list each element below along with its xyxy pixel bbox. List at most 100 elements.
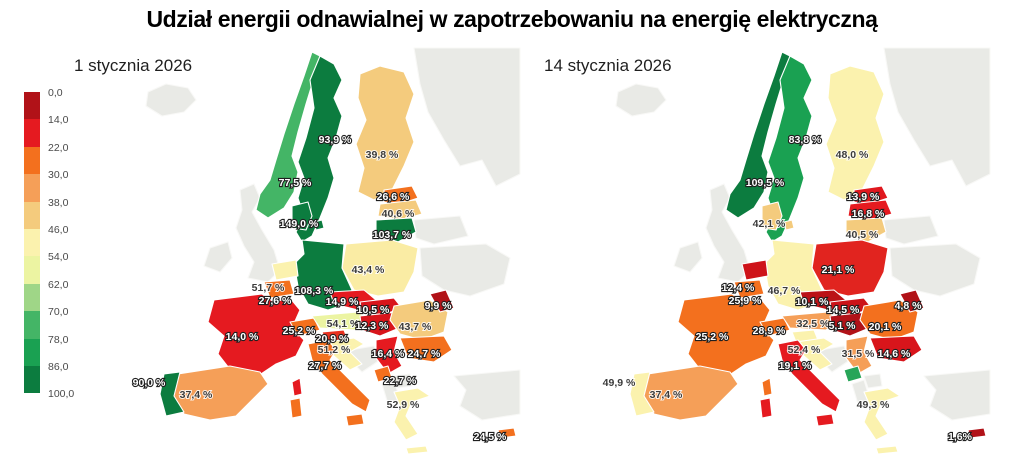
value-label-slovakia: 10,5 % (357, 304, 390, 316)
value-label-latvia: 16,8 % (852, 208, 885, 220)
country-serbia (375, 335, 403, 375)
europe-map-jan-1: 77,5 % 93,9 % 39,8 % 26,6 % 40,6 % 103,7 % 149… (132, 47, 521, 455)
country-switzerland (759, 317, 791, 337)
country-netherlands (741, 259, 769, 281)
value-label-cyprus: 1,6% (948, 431, 973, 443)
country-macedonia (393, 373, 413, 389)
europe-map-jan-14: 109,5 % 83,8 % 48,0 % 13,9 % 16,8 % 40,5 % 42,… (602, 47, 991, 455)
value-label-denmark: 149,0 % (280, 218, 319, 230)
page-title: Udział energii odnawialnej w zapotrzebow… (146, 6, 878, 32)
value-label-netherlands: 12,4 % (722, 282, 755, 294)
legend-tick: 86,0 (48, 361, 69, 373)
value-label-bulgaria: 24,7 % (408, 348, 441, 360)
value-label-sweden: 83,8 % (789, 134, 822, 146)
country-crete (875, 445, 899, 455)
value-label-france: 14,0 % (226, 331, 259, 343)
country-ireland (203, 241, 233, 273)
legend-swatch (24, 366, 40, 394)
country-iceland (615, 83, 667, 117)
country-poland (341, 239, 419, 297)
country-turkey (923, 369, 991, 421)
country-latvia (847, 199, 893, 221)
country-macedonia (863, 373, 883, 389)
value-label-poland: 21,1 % (822, 264, 855, 276)
country-finland (825, 65, 885, 201)
value-label-sweden: 93,9 % (319, 134, 352, 146)
country-portugal (159, 371, 185, 417)
map-jan-1: 1 stycznia 2026 77,5 % 93,9 % 39,8 % 26,6 %… (62, 46, 522, 460)
value-label-germany: 108,3 % (295, 285, 334, 297)
country-sicily (345, 413, 365, 427)
value-label-italy: 27,7 % (309, 360, 342, 372)
country-norway (255, 51, 321, 219)
country-serbia (845, 335, 873, 375)
country-france (677, 293, 775, 377)
value-label-italy: 19,1 % (779, 360, 812, 372)
legend-swatch (24, 201, 40, 229)
value-label-greece: 52,9 % (387, 399, 420, 411)
value-label-serbia: 16,4 % (372, 348, 405, 360)
value-label-switzerland: 28,9 % (753, 325, 786, 337)
value-label-denmark: 42,1 % (753, 218, 786, 230)
country-switzerland (289, 317, 321, 337)
value-label-switzerland: 25,2 % (283, 325, 316, 337)
legend-swatch (24, 256, 40, 284)
legend-swatch (24, 146, 40, 175)
legend-swatch (24, 229, 40, 257)
value-label-slovakia: 14,5 % (827, 304, 860, 316)
value-label-lithuania: 40,5 % (846, 229, 879, 241)
value-label-romania: 43,7 % (399, 321, 432, 333)
value-label-moldova: 9,9 % (425, 300, 453, 312)
value-label-greece: 49,3 % (857, 399, 890, 411)
value-label-slovenia: 20,9 % (316, 333, 349, 345)
country-belgium (733, 279, 765, 299)
value-label-belgium: 27,6 % (259, 295, 292, 307)
legend-swatch (24, 119, 40, 147)
value-label-serbia: 31,5 % (842, 348, 875, 360)
country-slovakia (359, 297, 403, 317)
country-iceland (145, 83, 197, 117)
value-label-latvia: 40,6 % (382, 208, 415, 220)
value-label-norway: 77,5 % (279, 177, 312, 189)
country-norway (725, 51, 791, 219)
country-belarus (413, 215, 469, 245)
value-label-finland: 48,0 % (836, 149, 869, 161)
country-france (207, 293, 305, 377)
country-russia (883, 47, 991, 187)
value-label-lithuania: 103,7 % (373, 229, 412, 241)
value-label-portugal: 90,0 % (133, 377, 166, 389)
legend-tick: 46,0 (48, 224, 69, 236)
country-poland (811, 239, 889, 297)
country-moldova (899, 289, 925, 313)
map-jan-14: 14 stycznia 2026 109,5 % 83,8 % 48,0 % 13,9… (532, 46, 992, 460)
legend-swatch (24, 338, 40, 366)
value-label-estonia: 26,6 % (377, 191, 410, 203)
country-denmark (761, 201, 795, 231)
value-label-romania: 20,1 % (869, 321, 902, 333)
country-sweden (765, 55, 813, 243)
value-label-bulgaria: 14,6 % (878, 348, 911, 360)
country-russia (413, 47, 521, 187)
legend-tick: 54,0 (48, 251, 69, 264)
country-ukraine (889, 243, 981, 297)
country-finland (355, 65, 415, 201)
country-montenegro (843, 365, 863, 383)
country-ukraine (419, 243, 511, 297)
legend-swatch (24, 174, 40, 202)
value-label-austria: 54,1 % (327, 318, 360, 330)
value-label-belgium: 25,9 % (729, 295, 762, 307)
country-corsica (761, 377, 773, 397)
country-crete (405, 445, 429, 455)
value-label-finland: 39,8 % (366, 149, 399, 161)
legend-tick: 0,0 (48, 87, 63, 99)
country-netherlands (271, 259, 299, 281)
country-denmark (291, 201, 325, 231)
color-scale-legend: 0,0 14,0 22,0 30,0 38,0 46,0 54,0 62,0 70,0 78,0 8… (24, 87, 104, 402)
legend-tick: 100,0 (48, 388, 75, 401)
value-label-czechia: 10,1 % (796, 296, 829, 308)
value-label-estonia: 13,9 % (847, 191, 880, 203)
country-italy (777, 339, 841, 413)
country-belarus (883, 215, 939, 245)
country-italy (307, 339, 371, 413)
